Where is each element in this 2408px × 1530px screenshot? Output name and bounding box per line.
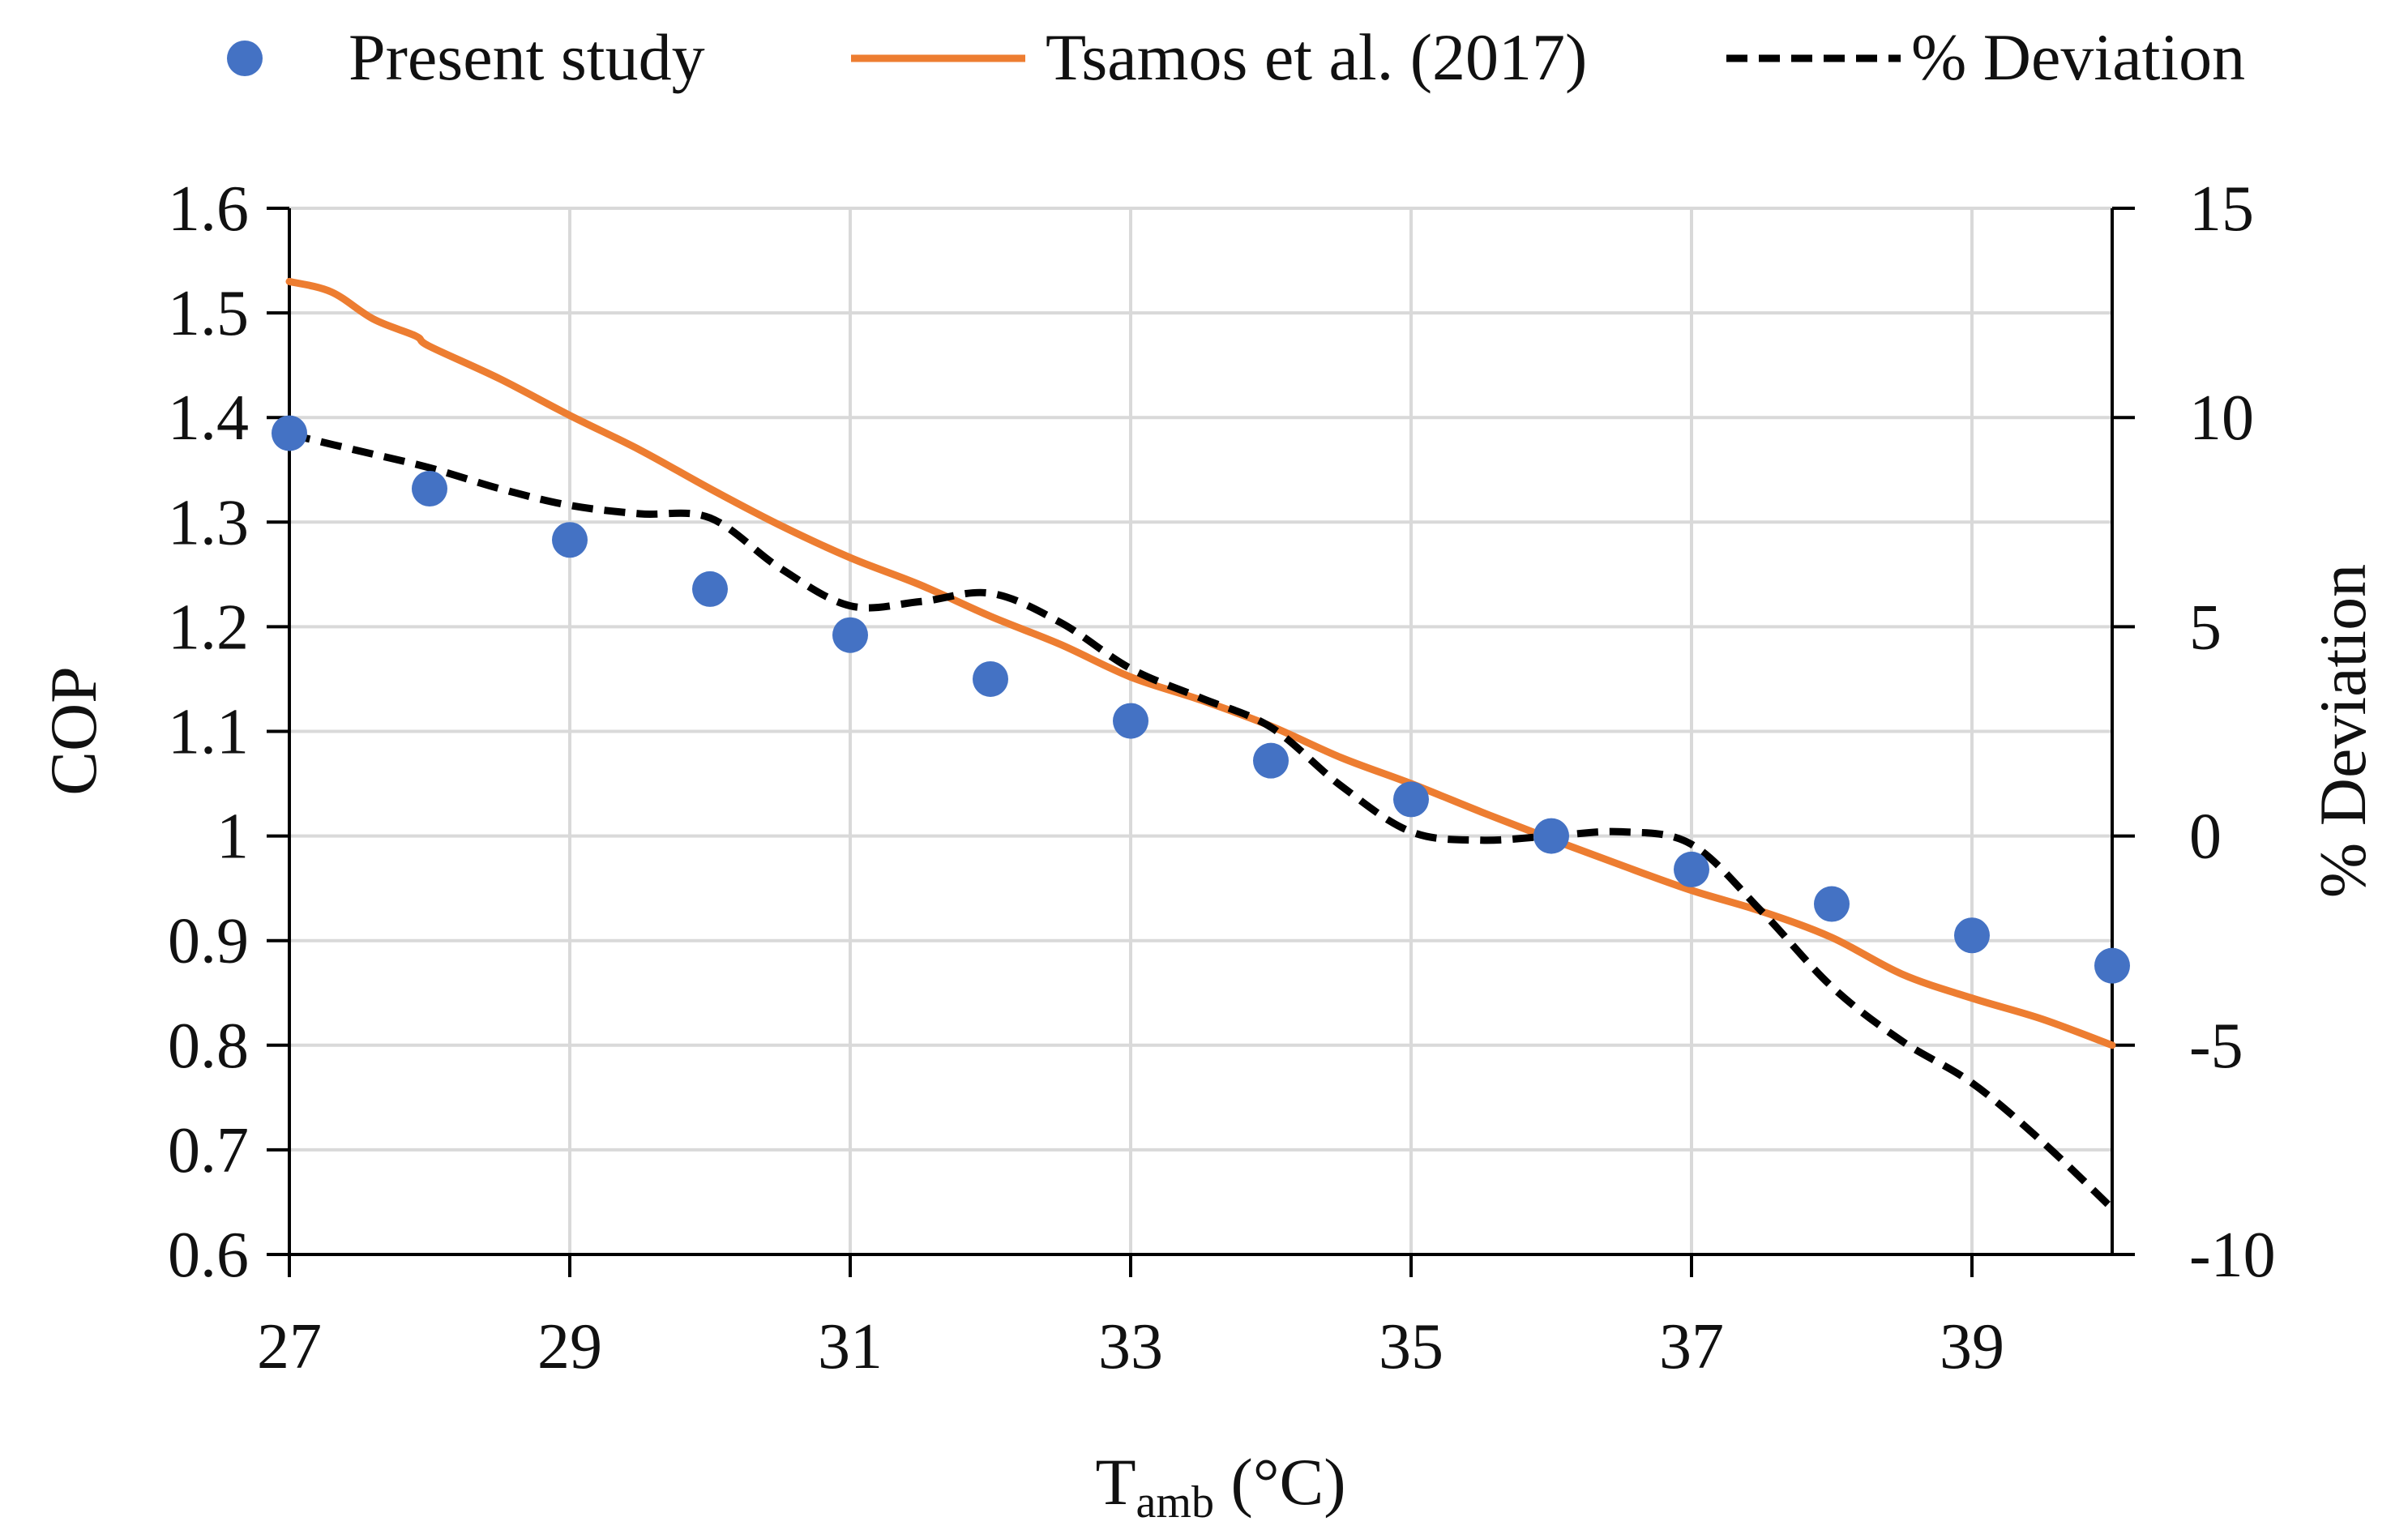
data-point-present-study (552, 522, 588, 558)
y-right-tick-label: -10 (2189, 1220, 2276, 1291)
legend-label-tsamos: Tsamos et al. (2017) (1046, 20, 1587, 94)
data-point-present-study (412, 470, 447, 506)
x-tick-label: 33 (1098, 1311, 1163, 1383)
data-point-present-study (1533, 818, 1569, 854)
y-left-tick-label: 0.6 (168, 1220, 249, 1291)
y-left-tick-label: 0.7 (168, 1115, 249, 1186)
y-left-tick-label: 1.3 (168, 487, 249, 558)
y-left-tick-label: 1.4 (168, 382, 249, 454)
legend-label-deviation: % Deviation (1911, 20, 2245, 94)
data-point-present-study (272, 415, 307, 451)
x-tick-label: 31 (818, 1311, 883, 1383)
x-axis-title-unit: (°C) (1214, 1445, 1346, 1519)
data-point-present-study (1674, 851, 1709, 887)
y-axis-left-title: COP (36, 666, 110, 796)
y-left-tick-label: 1.1 (168, 697, 249, 768)
series-line-tsamos (285, 277, 2116, 1049)
x-axis-title-main: T (1095, 1445, 1136, 1519)
x-axis-title-subscript: amb (1136, 1477, 1214, 1528)
x-tick-label: 27 (257, 1311, 322, 1383)
y-left-tick-label: 1.5 (168, 278, 249, 349)
y-axis-right-title: % Deviation (2306, 564, 2380, 898)
series-layer (272, 277, 2130, 1212)
y-left-tick-label: 1.6 (168, 173, 249, 245)
y-right-tick-label: -5 (2189, 1011, 2243, 1082)
y-right-tick-label: 5 (2189, 592, 2222, 663)
x-tick-label: 37 (1659, 1311, 1724, 1383)
y-left-tick-label: 0.8 (168, 1011, 249, 1082)
legend-marker-present-study (227, 41, 263, 76)
data-point-present-study (832, 617, 868, 653)
x-tick-label: 39 (1940, 1311, 2004, 1383)
data-point-present-study (1954, 917, 1990, 954)
y-right-tick-label: 0 (2189, 801, 2222, 873)
data-point-present-study (1113, 703, 1148, 739)
x-tick-label: 29 (537, 1311, 602, 1383)
y-right-tick-label: 10 (2189, 382, 2254, 454)
data-point-present-study (1814, 886, 1850, 922)
data-point-present-study (1393, 781, 1429, 818)
y-left-tick-label: 1.2 (168, 592, 249, 663)
series-line-deviation (288, 430, 2115, 1212)
y-right-tick-label: 15 (2189, 173, 2254, 245)
x-axis-title: Tamb (°C) (1095, 1445, 1345, 1528)
y-left-tick-label: 1 (216, 801, 249, 873)
data-point-present-study (2094, 947, 2130, 984)
labels-layer: 0.6 0.7 0.8 0.9 1 1.1 1.2 1.3 1.4 1.5 1.6 27 29 31 33 3… (168, 173, 2276, 1383)
data-point-present-study (692, 571, 728, 607)
legend: Present study Tsamos et al. (2017) % Dev… (227, 20, 2245, 94)
y-left-tick-label: 0.9 (168, 906, 249, 977)
legend-label-present-study: Present study (349, 20, 705, 94)
axes-layer (267, 207, 2135, 1277)
grid-layer (289, 207, 2112, 1256)
x-tick-label: 35 (1379, 1311, 1444, 1383)
data-point-present-study (1253, 742, 1289, 779)
data-point-present-study (973, 660, 1008, 697)
